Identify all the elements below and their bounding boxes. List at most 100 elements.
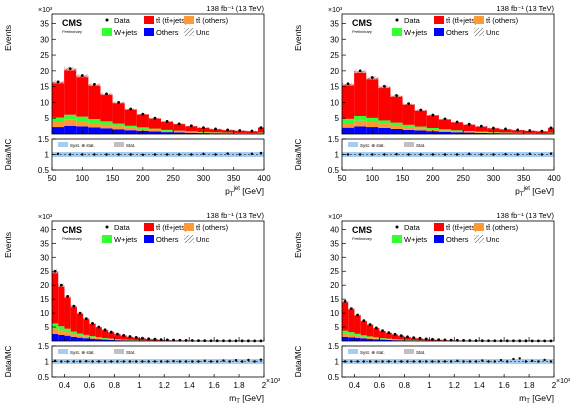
chart-panel-3: 510152025303540×10³EventsCMSPreliminary1…	[3, 211, 281, 405]
ratio-point	[456, 153, 458, 155]
data-point	[407, 102, 410, 105]
ratio-legend-syst-label: Syst. ⊕ stat.	[70, 143, 95, 148]
ratio-point	[66, 360, 68, 362]
y-exponent: ×10³	[38, 7, 53, 14]
legend-label: Others	[446, 235, 469, 244]
legend-label: Unc	[486, 235, 500, 244]
bar-ttjets	[88, 84, 100, 119]
bar-wjets	[403, 125, 415, 127]
ratio-legend-stat-label: Stat.	[126, 350, 135, 355]
legend-ttothers-swatch	[184, 223, 194, 231]
data-point	[117, 101, 120, 104]
ratio-point	[229, 360, 231, 362]
legend-label: W+jets	[404, 235, 427, 244]
ratio-point	[469, 360, 471, 362]
x-tick-label: 1.6	[499, 381, 511, 390]
data-point	[81, 74, 84, 77]
bar-others	[88, 127, 100, 134]
lumi-label: 138 fb⁻¹ (13 TeV)	[496, 211, 554, 220]
ratio-point	[73, 360, 75, 362]
y-tick-label: 30	[40, 35, 49, 44]
bar-wjets	[64, 115, 76, 120]
legend-wjets-swatch	[392, 235, 402, 243]
data-point	[202, 126, 205, 129]
ratio-point	[93, 153, 95, 155]
bar-others	[77, 338, 83, 341]
bar-ttjets	[378, 87, 390, 121]
ratio-point	[375, 360, 377, 362]
ratio-point	[516, 153, 518, 155]
bar-wjets	[386, 339, 392, 340]
ratio-point	[529, 153, 531, 155]
bar-ttothers	[361, 337, 367, 339]
data-point	[141, 113, 144, 116]
legend-label: W+jets	[114, 235, 137, 244]
ratio-point	[468, 153, 470, 155]
ratio-legend-stat-swatch	[404, 349, 414, 354]
y-tick-label: 25	[330, 267, 339, 276]
ratio-point	[413, 360, 415, 362]
data-point	[480, 125, 483, 128]
bar-ttothers	[173, 131, 185, 132]
data-point	[462, 339, 465, 342]
y-axis-title: Events	[293, 25, 303, 51]
data-point	[395, 94, 398, 97]
ratio-legend-stat-swatch	[114, 142, 124, 147]
data-point	[528, 129, 531, 132]
legend-label: tt̄ (tt̄+jets)	[156, 16, 188, 25]
data-point	[191, 339, 194, 342]
bar-ttjets	[137, 114, 149, 127]
ratio-y-tick-label: 1	[335, 151, 340, 160]
x-axis-title: pTjet [GeV]	[225, 186, 264, 198]
legend-label: Data	[114, 16, 131, 25]
ratio-point	[57, 153, 59, 155]
data-point	[129, 108, 132, 111]
ratio-point	[91, 360, 93, 362]
legend-label: tt̄ (tt̄+jets)	[446, 16, 478, 25]
bar-wjets	[113, 124, 125, 127]
y-tick-label: 40	[330, 225, 339, 234]
bar-ttothers	[366, 122, 378, 127]
data-point	[516, 128, 519, 131]
bar-wjets	[366, 118, 378, 122]
ratio-point	[494, 360, 496, 362]
data-point	[260, 126, 263, 129]
ratio-point	[371, 153, 373, 155]
bar-ttothers	[108, 339, 114, 340]
x-tick-label: 100	[76, 174, 90, 183]
ratio-point	[166, 153, 168, 155]
bar-others	[354, 338, 360, 341]
bar-others	[83, 338, 89, 341]
legend-data-marker	[106, 226, 109, 229]
ratio-point	[359, 153, 361, 155]
legend-label: Data	[114, 223, 131, 232]
ratio-point	[116, 360, 118, 362]
ratio-point	[369, 360, 371, 362]
ratio-point	[123, 360, 125, 362]
ratio-legend-stat-swatch	[404, 142, 414, 147]
ratio-point	[381, 360, 383, 362]
ratio-point	[197, 360, 199, 362]
data-point	[141, 337, 144, 340]
ratio-legend-stat-label: Stat.	[126, 143, 135, 148]
data-point	[356, 314, 359, 317]
legend-wjets-swatch	[102, 235, 112, 243]
legend-label: tt̄ (others)	[486, 16, 519, 25]
legend-ttothers-swatch	[474, 16, 484, 24]
ratio-point	[160, 360, 162, 362]
ratio-point	[147, 360, 149, 362]
x-tick-label: 0.8	[109, 381, 121, 390]
ratio-point	[204, 360, 206, 362]
x-tick-label: 0.6	[374, 381, 386, 390]
ratio-point	[406, 360, 408, 362]
x-tick-label: 250	[456, 174, 470, 183]
legend-label: tt̄ (others)	[196, 16, 229, 25]
bar-ttjets	[403, 104, 415, 125]
bar-ttothers	[373, 338, 379, 339]
chart-panel-4: 510152025303540×10³EventsCMSPreliminary1…	[293, 211, 571, 405]
y-tick-label: 20	[40, 281, 49, 290]
y-tick-label: 25	[330, 51, 339, 60]
ratio-point	[425, 360, 427, 362]
legend-ttothers-swatch	[184, 16, 194, 24]
x-tick-label: 100	[366, 174, 380, 183]
